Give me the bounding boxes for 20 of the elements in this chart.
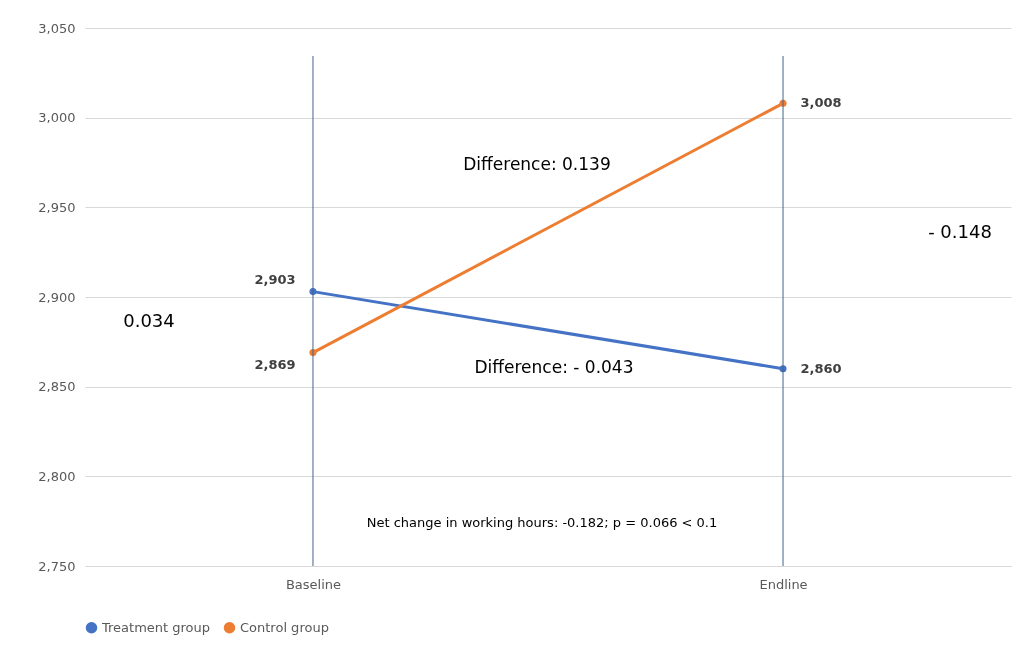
y-tick-label: 3,000 xyxy=(38,110,76,126)
annotation: Difference: 0.139 xyxy=(463,154,611,174)
data-label: 2,869 xyxy=(254,356,296,372)
y-tick-label: 2,750 xyxy=(38,558,76,574)
annotation: Difference: - 0.043 xyxy=(474,357,634,377)
y-tick-label: 3,050 xyxy=(38,20,76,36)
annotation: 0.034 xyxy=(123,310,175,331)
legend-label: Treatment group xyxy=(101,619,211,635)
data-label: 2,903 xyxy=(254,271,296,287)
x-tick-label: Baseline xyxy=(285,576,342,592)
annotation: - 0.148 xyxy=(928,221,992,242)
y-tick-label: 2,850 xyxy=(38,379,76,395)
x-tick-label: Endline xyxy=(759,576,808,592)
data-label: 3,008 xyxy=(800,95,842,111)
y-tick-label: 2,800 xyxy=(38,468,76,484)
y-tick-label: 2,900 xyxy=(38,289,76,305)
legend-label: Control group xyxy=(240,619,329,635)
y-tick-label: 2,950 xyxy=(38,199,76,215)
data-label: 2,860 xyxy=(800,360,842,376)
annotation: Net change in working hours: -0.182; p = 0.066 < 0.1 xyxy=(366,515,718,530)
